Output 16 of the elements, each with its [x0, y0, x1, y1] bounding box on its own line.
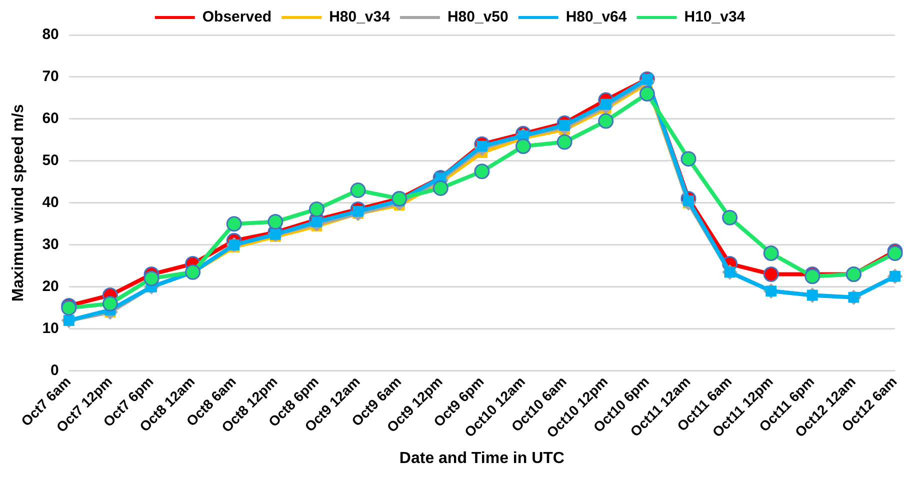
legend-label: H10_v34 — [684, 8, 746, 26]
y-tick-label: 70 — [42, 68, 59, 86]
legend-label: H80_v34 — [329, 8, 391, 26]
y-axis-title: Maximum wind speed m/s — [10, 104, 28, 302]
y-tick-label: 30 — [42, 236, 59, 254]
y-tick-label: 20 — [42, 278, 59, 295]
x-axis-title: Date and Time in UTC — [399, 450, 565, 467]
y-tick-label: 50 — [42, 152, 59, 170]
y-tick-label: 80 — [42, 26, 59, 44]
y-tick-label: 40 — [42, 194, 59, 212]
legend-label: Observed — [202, 8, 272, 26]
legend-label: H80_v64 — [566, 8, 628, 26]
legend-label: H80_v50 — [447, 8, 508, 26]
y-tick-label: 60 — [42, 110, 59, 128]
y-tick-label: 10 — [42, 320, 59, 337]
y-tick-label: 0 — [50, 362, 59, 379]
